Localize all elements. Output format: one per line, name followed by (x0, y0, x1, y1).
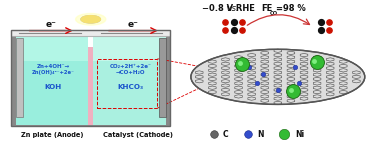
FancyBboxPatch shape (88, 47, 93, 125)
Text: e⁻: e⁻ (46, 20, 56, 29)
Text: FE: FE (261, 4, 272, 13)
Text: KHCO₃: KHCO₃ (118, 84, 144, 90)
Text: =98 %: =98 % (276, 4, 306, 13)
Text: N: N (257, 130, 263, 139)
FancyBboxPatch shape (11, 30, 170, 36)
Text: e⁻: e⁻ (128, 20, 139, 29)
Circle shape (81, 16, 101, 23)
FancyBboxPatch shape (16, 36, 88, 61)
Text: Ni: Ni (295, 130, 304, 139)
FancyBboxPatch shape (16, 36, 88, 125)
Text: CO: CO (270, 11, 278, 16)
FancyBboxPatch shape (16, 38, 23, 117)
Text: vs.: vs. (224, 4, 239, 13)
FancyBboxPatch shape (93, 36, 166, 125)
Text: Zn(OH)₄²⁻+2e⁻: Zn(OH)₄²⁻+2e⁻ (32, 70, 75, 75)
Text: C: C (223, 130, 229, 139)
Text: KOH: KOH (45, 84, 62, 90)
Text: Zn+4OH⁻→: Zn+4OH⁻→ (37, 64, 70, 69)
Circle shape (76, 13, 106, 25)
FancyBboxPatch shape (11, 36, 16, 126)
FancyBboxPatch shape (166, 36, 170, 126)
FancyBboxPatch shape (93, 36, 166, 61)
Text: Catalyst (Cathode): Catalyst (Cathode) (103, 132, 174, 138)
Text: →CO+H₂O: →CO+H₂O (116, 70, 146, 75)
Text: RHE: RHE (233, 4, 255, 13)
FancyBboxPatch shape (159, 38, 166, 117)
FancyBboxPatch shape (11, 125, 170, 126)
Text: −0.8 V: −0.8 V (202, 4, 233, 13)
Text: Zn plate (Anode): Zn plate (Anode) (22, 132, 84, 138)
Ellipse shape (191, 49, 365, 104)
Text: CO₂+2H⁺+2e⁻: CO₂+2H⁺+2e⁻ (110, 64, 152, 69)
